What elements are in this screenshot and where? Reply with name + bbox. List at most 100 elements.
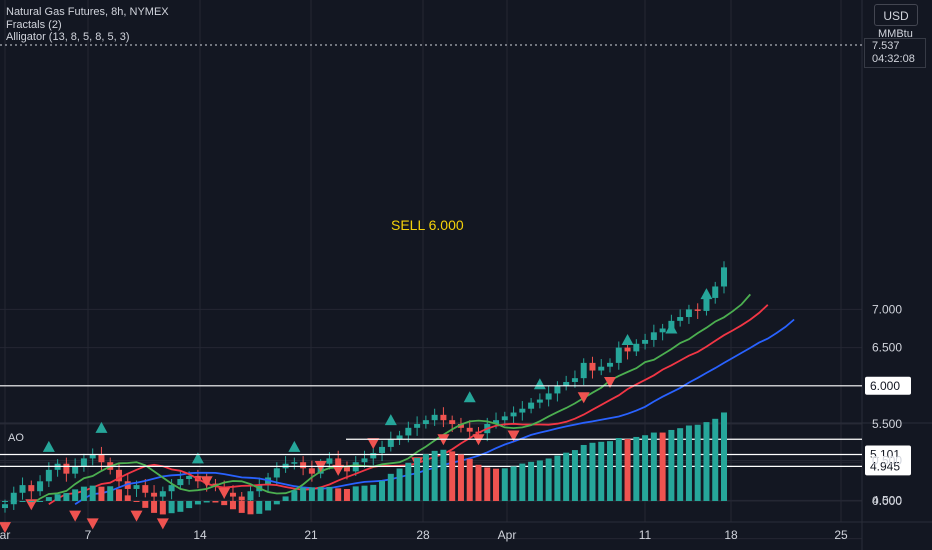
ao-bar-0 (2, 501, 8, 502)
candle-body-82 (721, 267, 727, 287)
fractal-up-7 (621, 333, 634, 345)
candle-body-14 (124, 481, 131, 489)
ao-bar-73 (642, 435, 649, 501)
candle-body-51 (449, 420, 456, 424)
candle-body-34 (300, 462, 307, 469)
y-tick-label-0: 7.000 (872, 302, 902, 316)
ao-bar-61 (536, 460, 543, 501)
candle-body-49 (431, 414, 438, 421)
ao-bar-3 (28, 501, 35, 502)
ao-bar-43 (379, 480, 386, 501)
candle-body-65 (571, 378, 578, 382)
ao-bar-72 (633, 436, 640, 501)
ao-bar-58 (510, 466, 517, 501)
y-tick-label-3: 4.500 (872, 493, 902, 507)
ao-bar-18 (159, 501, 166, 515)
ao-bar-37 (326, 486, 333, 501)
fractal-down-9 (332, 464, 345, 476)
y-tick-label-2: 5.500 (872, 417, 902, 431)
ao-bar-55 (484, 467, 491, 501)
ao-bar-66 (580, 444, 587, 501)
fractal-up-0 (42, 440, 55, 452)
candle-body-57 (501, 416, 508, 421)
candle-body-52 (457, 424, 464, 428)
candle-body-46 (405, 427, 412, 436)
ao-bar-9 (80, 486, 87, 501)
ao-bar-23 (203, 501, 210, 503)
fractal-up-6 (533, 378, 546, 390)
ao-bar-65 (571, 450, 578, 501)
ao-bar-22 (194, 501, 201, 505)
ao-bar-67 (589, 442, 596, 501)
ao-bar-32 (282, 496, 289, 501)
fractal-up-8 (665, 322, 678, 334)
candle-body-2 (19, 485, 26, 493)
fractal-up-5 (463, 391, 476, 403)
candle-body-17 (151, 492, 158, 497)
ao-bar-41 (361, 485, 368, 501)
fractal-down-16 (604, 376, 617, 388)
last-price-badge: 7.537 04:32:08 (864, 38, 926, 68)
candle-body-33 (291, 462, 298, 464)
ao-bar-6 (54, 494, 61, 501)
ao-bar-51 (449, 451, 456, 501)
ao-bar-19 (168, 501, 175, 514)
candle-body-20 (177, 479, 184, 486)
alligator-lips-line (30, 293, 751, 505)
ao-bar-44 (387, 473, 394, 501)
ao-bar-26 (229, 501, 236, 510)
candle-body-72 (633, 343, 640, 352)
ao-bar-7 (63, 493, 70, 501)
candle-body-77 (677, 317, 684, 321)
level-label-3: 4.945 (870, 459, 900, 473)
ao-bar-40 (352, 486, 359, 501)
ao-bar-68 (598, 441, 605, 501)
ao-bar-75 (659, 432, 666, 501)
candle-body-9 (80, 458, 87, 467)
candle-body-28 (247, 491, 254, 501)
candle-body-58 (510, 412, 517, 417)
x-tick-label-2: 14 (193, 528, 207, 542)
candle-body-73 (642, 339, 649, 344)
fractal-down-15 (577, 392, 590, 404)
candle-body-19 (168, 485, 175, 492)
candle-body-59 (519, 408, 526, 413)
level-label-bg-0 (865, 376, 911, 395)
candle-body-64 (563, 381, 570, 386)
ao-bar-62 (545, 458, 552, 501)
ao-bar-77 (677, 428, 684, 501)
candle-body-10 (89, 454, 96, 459)
candle-body-43 (379, 446, 386, 454)
ao-bar-46 (405, 462, 412, 501)
level-label-bg-3 (865, 457, 911, 476)
ao-tick-label-1: 0.000 (872, 494, 902, 508)
ao-bar-50 (440, 449, 447, 501)
ao-bar-2 (19, 501, 26, 502)
ao-bar-14 (124, 495, 131, 501)
ao-bar-11 (98, 486, 105, 501)
ao-bar-60 (528, 461, 535, 501)
candle-body-63 (554, 385, 561, 394)
fractal-up-9 (700, 288, 713, 300)
candle-body-30 (265, 477, 272, 486)
candle-body-39 (343, 466, 350, 472)
candle-body-71 (624, 347, 631, 352)
candle-body-42 (370, 453, 377, 459)
ao-bar-16 (142, 501, 149, 508)
ao-bar-70 (615, 438, 622, 501)
ao-bar-79 (694, 424, 701, 501)
ao-bar-74 (650, 432, 657, 501)
x-tick-label-1: 7 (85, 528, 92, 542)
legend-fractals: Fractals (2) (6, 18, 62, 31)
currency-button[interactable]: USD (874, 4, 918, 26)
unit-label: MMBtu (878, 28, 913, 40)
candle-body-53 (466, 427, 473, 432)
candle-body-78 (685, 309, 692, 318)
ao-bar-47 (414, 458, 421, 501)
ao-bar-8 (72, 489, 79, 501)
legend-alligator: Alligator (13, 8, 5, 8, 5, 3) (6, 31, 130, 43)
candle-body-26 (229, 492, 236, 497)
ao-bar-13 (115, 489, 122, 501)
